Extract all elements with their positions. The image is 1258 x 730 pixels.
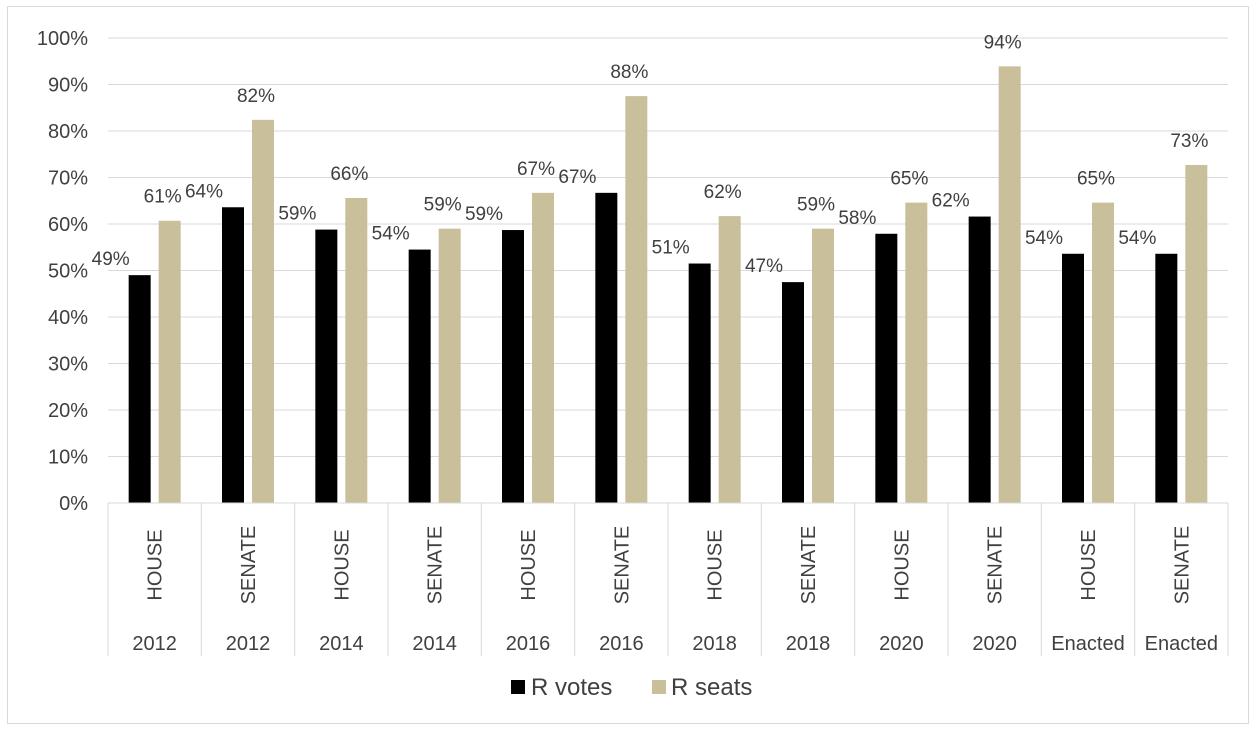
x-tick-year: Enacted [1051, 633, 1124, 655]
data-label: 61% [144, 187, 182, 208]
legend-swatch-r-seats [652, 680, 666, 694]
x-tick-year: 2012 [226, 633, 271, 655]
data-label: 65% [1077, 169, 1115, 190]
bar-r-votes [1062, 253, 1084, 503]
data-label: 58% [838, 208, 876, 229]
bar-r-seats [438, 228, 461, 503]
data-label: 59% [424, 195, 462, 216]
x-tick-chamber: HOUSE [518, 529, 540, 600]
data-label: 51% [652, 238, 690, 259]
bar-r-seats [718, 216, 741, 503]
bars [128, 66, 1208, 504]
x-tick-chamber: SENATE [611, 526, 633, 605]
x-tick-chamber: SENATE [985, 526, 1007, 605]
y-tick-label: 40% [48, 307, 88, 329]
bar-r-votes [875, 233, 898, 503]
y-tick-label: 90% [48, 75, 88, 97]
x-tick-chamber: SENATE [425, 526, 447, 605]
bar-r-votes [688, 263, 711, 503]
data-label: 59% [465, 204, 503, 225]
bar-r-votes [968, 216, 991, 503]
y-tick-label: 30% [48, 354, 88, 376]
y-axis-ticks: 0% 10% 20% 30% 40% 50% 60% 70% 80% 90% 100% [37, 28, 88, 515]
data-label: 54% [1118, 228, 1156, 249]
bar-r-seats [998, 66, 1021, 504]
data-labels: 49%61% 64%82%59%66%54%59% 59%67% 67%88%51%6… [92, 32, 1209, 277]
gridlines [108, 37, 1228, 457]
data-label: 67% [558, 167, 596, 188]
x-tick-year: 2018 [786, 633, 831, 655]
x-tick-year: 2016 [506, 633, 551, 655]
bar-r-votes [1155, 253, 1178, 503]
data-label: 54% [1025, 228, 1063, 249]
bar-r-seats [625, 96, 648, 503]
bar-r-votes [315, 229, 338, 503]
y-tick-label: 0% [59, 493, 88, 515]
bar-r-votes [222, 207, 244, 503]
data-label: 67% [517, 159, 555, 180]
x-tick-chamber: HOUSE [1078, 529, 1100, 600]
legend-swatch-r-votes [511, 680, 525, 694]
y-tick-label: 80% [48, 121, 88, 143]
data-label: 47% [745, 256, 783, 277]
bar-r-votes [595, 192, 618, 503]
y-tick-label: 60% [48, 214, 88, 236]
bar-r-votes [408, 249, 431, 503]
data-label: 82% [237, 86, 275, 107]
bar-r-votes [502, 230, 524, 504]
data-label: 62% [932, 191, 970, 212]
bar-r-seats [158, 220, 181, 503]
bar-r-votes [128, 275, 151, 503]
data-label: 94% [984, 32, 1022, 53]
data-label: 54% [372, 224, 410, 245]
data-label: 73% [1170, 131, 1208, 152]
data-label: 62% [704, 182, 742, 203]
x-tick-year: 2012 [132, 633, 177, 655]
bar-r-seats [1092, 202, 1114, 504]
legend-label-r-votes: R votes [531, 674, 612, 701]
x-tick-year: 2014 [412, 633, 457, 655]
data-label: 65% [890, 169, 928, 190]
x-tick-year: 2014 [319, 633, 364, 655]
x-axis: HOUSE 2012 SENATE 2012 HOUSE 2014 SENATE 2014 HO… [107, 502, 1229, 656]
x-tick-chamber: HOUSE [705, 529, 727, 600]
legend-label-r-seats: R seats [671, 674, 752, 701]
x-tick-chamber: SENATE [798, 526, 820, 605]
y-tick-label: 70% [48, 168, 88, 190]
x-tick-chamber: SENATE [1171, 526, 1193, 605]
x-tick-year: 2020 [879, 633, 924, 655]
data-label: 88% [610, 62, 648, 83]
data-label: 49% [92, 249, 130, 270]
y-tick-label: 50% [48, 261, 88, 283]
bar-r-votes [782, 282, 804, 503]
data-label: 64% [185, 181, 223, 202]
bar-r-seats [812, 228, 834, 503]
bar-r-seats [1185, 164, 1208, 503]
data-label: 66% [330, 164, 368, 185]
data-label: 59% [278, 204, 316, 225]
y-tick-label: 10% [48, 447, 88, 469]
legend: R votes R seats [511, 674, 752, 701]
bar-r-seats [905, 202, 928, 504]
x-tick-year: 2018 [692, 633, 737, 655]
x-tick-chamber: SENATE [238, 526, 260, 605]
x-tick-year: 2016 [599, 633, 644, 655]
x-tick-year: 2020 [972, 633, 1017, 655]
bar-r-seats [345, 197, 368, 503]
x-tick-year: Enacted [1145, 633, 1218, 655]
bar-r-seats [532, 192, 554, 503]
y-tick-label: 100% [37, 28, 88, 50]
x-tick-chamber: HOUSE [331, 529, 353, 600]
y-tick-label: 20% [48, 400, 88, 422]
x-tick-chamber: HOUSE [891, 529, 913, 600]
data-label: 59% [797, 195, 835, 216]
bar-r-seats [252, 119, 274, 503]
x-tick-chamber: HOUSE [145, 529, 167, 600]
